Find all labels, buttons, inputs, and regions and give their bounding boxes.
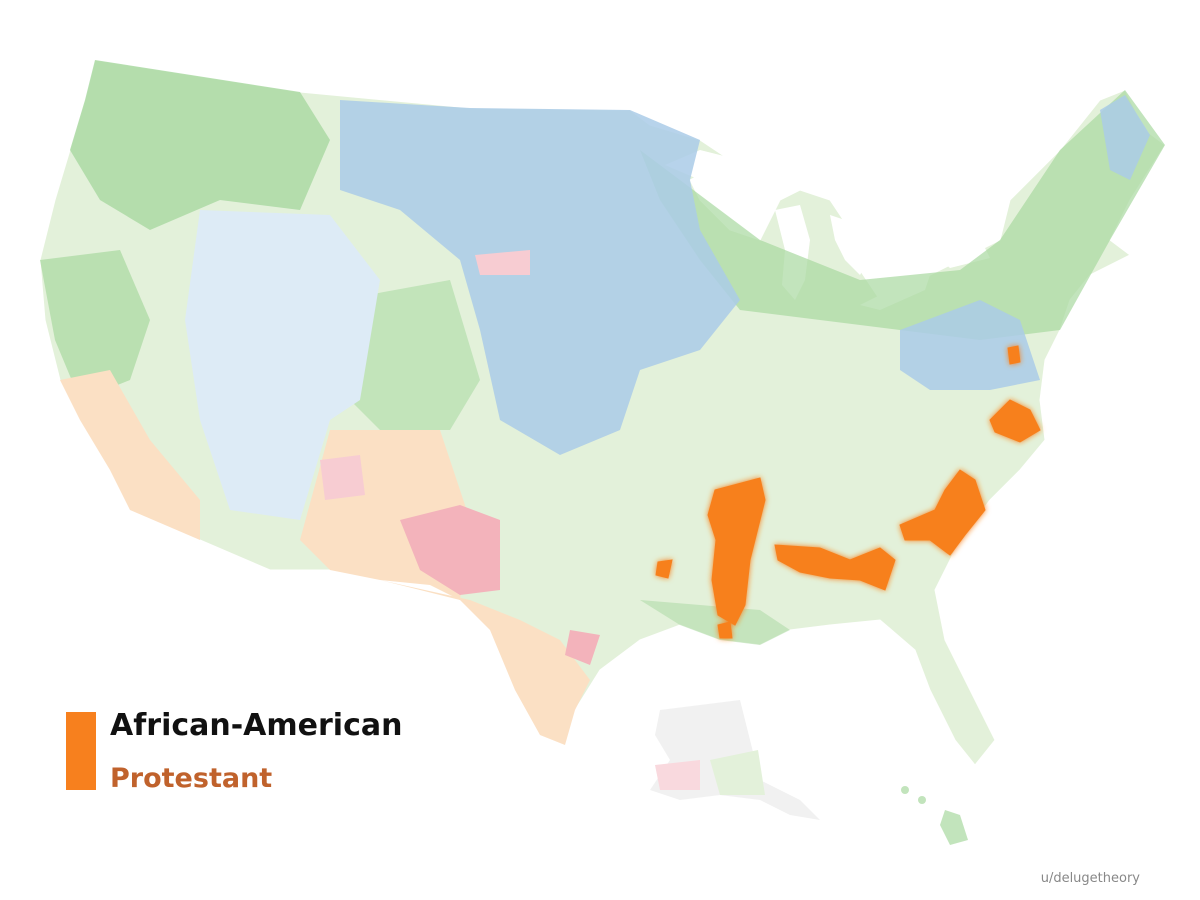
region-blue (900, 300, 1040, 390)
lake-ontario (940, 248, 990, 268)
region-pink (400, 505, 500, 595)
region-green (640, 90, 1165, 340)
alaska-green (710, 750, 765, 795)
region-green (640, 600, 790, 645)
legend-label: Protestant (110, 763, 272, 794)
belt-delta-west (655, 559, 673, 579)
alaska-hawaii (650, 700, 968, 845)
region-green (40, 250, 150, 400)
belt-maryland (1007, 345, 1021, 365)
belt-virginia (989, 399, 1041, 443)
legend-swatch (66, 712, 96, 790)
belt-blackbelt (774, 544, 896, 591)
belt-georgia (899, 469, 986, 556)
hawaii (940, 810, 968, 845)
region-peach (380, 580, 590, 745)
belt-louisiana (717, 621, 733, 639)
region-blue (340, 100, 740, 455)
hawaii-island (901, 786, 909, 794)
region-pink (475, 250, 530, 275)
us-map (39, 59, 1166, 766)
lake-huron (830, 215, 875, 275)
region-light-blue (185, 210, 380, 520)
hawaii-island (918, 796, 926, 804)
region-pink (320, 455, 365, 500)
belt-delta (707, 477, 766, 626)
region-pink (565, 630, 600, 665)
region-peach (60, 370, 200, 540)
legend-label: African-American (110, 708, 402, 743)
credit: u/delugetheory (1041, 871, 1141, 886)
alaska-pink (655, 760, 700, 790)
orange-belt (655, 345, 1041, 639)
region-green (70, 60, 330, 230)
region-blue (1100, 95, 1150, 180)
lake-superior (665, 150, 790, 190)
